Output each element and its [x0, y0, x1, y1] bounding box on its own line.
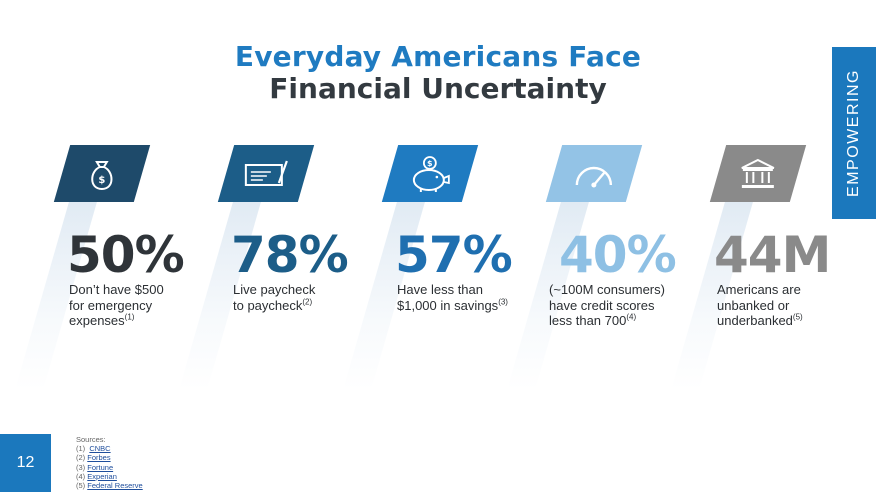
stat-badge-savings: $: [381, 145, 479, 202]
stat-badge-emergency: $: [53, 145, 151, 202]
money-bag-icon: $: [91, 160, 113, 190]
stat-value: 50%: [67, 226, 185, 284]
stat-description: Have less than $1,000 in savings(3): [397, 282, 508, 313]
source-link-federal-reserve[interactable]: Federal Reserve: [87, 481, 143, 491]
page-number: 12: [0, 434, 51, 492]
section-tab-label: EMPOWERING: [845, 69, 862, 197]
stat-description: Don’t have $500 for emergency expenses(1…: [69, 282, 164, 328]
stat-description: Live paycheck to paycheck(2): [233, 282, 316, 313]
svg-text:$: $: [99, 175, 106, 186]
source-link-experian[interactable]: Experian: [87, 471, 117, 481]
stat-description: (~100M consumers) have credit scores les…: [549, 282, 665, 328]
stat-value: 78%: [231, 226, 349, 284]
stat-badge-paycheck: [217, 145, 315, 202]
slide-title-line-1: Everyday Americans Face: [234, 40, 642, 73]
stat-badge-unbanked: [709, 145, 807, 202]
check-icon: [245, 160, 289, 186]
stat-value: 44M: [714, 226, 831, 284]
sources-list: Sources: (1) CNBC (2) Forbes (3) Fortune…: [76, 435, 143, 491]
svg-text:$: $: [427, 159, 433, 168]
source-link-fortune[interactable]: Fortune: [87, 462, 114, 472]
stat-value: 57%: [395, 226, 513, 284]
section-tab: EMPOWERING: [832, 47, 876, 219]
gauge-icon: [575, 166, 613, 187]
sources-heading: Sources:: [76, 435, 106, 444]
stat-badge-credit: [545, 145, 643, 202]
piggy-bank-icon: $: [413, 155, 450, 192]
source-link-forbes[interactable]: Forbes: [87, 453, 111, 463]
source-link-cnbc[interactable]: CNBC: [89, 444, 111, 454]
bank-icon: [741, 158, 775, 188]
stat-value: 40%: [559, 226, 677, 284]
stat-description: Americans are unbanked or underbanked(5): [717, 282, 803, 328]
slide-title-line-2: Financial Uncertainty: [269, 72, 607, 105]
